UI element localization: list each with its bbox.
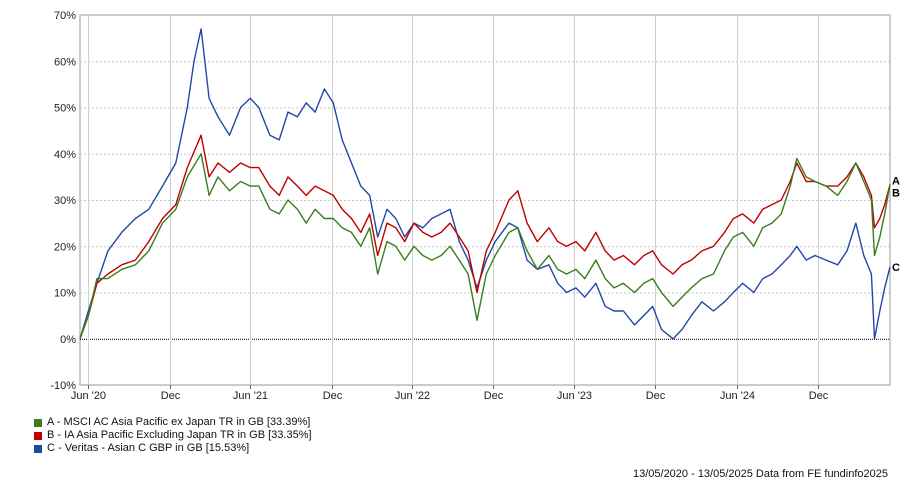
x-tick-label: Dec [323,390,343,400]
series-end-labels: AB C [892,175,900,274]
performance-chart: -10%0%10%20%30%40%50%60%70% Jun '20 Dec Ju… [50,10,900,400]
x-tick-label: Dec [484,390,504,400]
x-tick-label: Jun '21 [233,390,268,400]
legend: A - MSCI AC Asia Pacific ex Japan TR in … [34,416,312,455]
series-line-b [79,134,891,340]
series-end-label-c: C [892,262,900,274]
x-tick-label: Jun '20 [71,390,106,400]
y-tick-label: 30% [54,195,76,207]
legend-swatch-b [34,431,42,440]
series-line-a [79,153,891,340]
legend-item-a: A - MSCI AC Asia Pacific ex Japan TR in … [34,416,312,429]
y-tick-label: 60% [54,56,76,68]
series-end-label-a: A [892,175,900,187]
y-tick-label: -10% [50,380,76,392]
y-axis-labels: -10% 0% 10% 20% 30% 40% 50% 60% 70% [50,10,76,392]
y-tick-label: 20% [54,241,76,253]
legend-label-c: C - Veritas - Asian C GBP in GB [15.53%] [47,442,250,454]
x-tick-label: Dec [646,390,666,400]
y-tick-label: 70% [54,10,76,22]
y-tick-label: 10% [54,288,76,300]
footer-date-source: 13/05/2020 - 13/05/2025 Data from FE fun… [632,468,888,480]
series-end-label-b: B [892,188,900,200]
legend-label-b: B - IA Asia Pacific Excluding Japan TR i… [47,429,312,441]
grid [79,14,891,389]
y-tick-label: 0% [60,334,76,346]
y-tick-label: 50% [54,103,76,115]
legend-swatch-c [34,444,42,453]
x-tick-label: Jun '22 [395,390,430,400]
x-tick-label: Dec [809,390,829,400]
legend-label-a: A - MSCI AC Asia Pacific ex Japan TR in … [47,416,311,428]
x-tick-label: Jun '24 [720,390,755,400]
legend-item-c: C - Veritas - Asian C GBP in GB [15.53%] [34,442,312,455]
x-tick-label: Jun '23 [557,390,592,400]
legend-swatch-a [34,418,42,427]
series-line-c [79,28,891,340]
x-axis-labels: Jun '20 Dec Jun '21 Dec Jun '22 Dec Jun '23 Dec… [71,390,829,400]
series-lines [79,28,891,340]
x-tick-label: Dec [161,390,181,400]
y-tick-label: 40% [54,149,76,161]
legend-item-b: B - IA Asia Pacific Excluding Japan TR i… [34,429,312,442]
